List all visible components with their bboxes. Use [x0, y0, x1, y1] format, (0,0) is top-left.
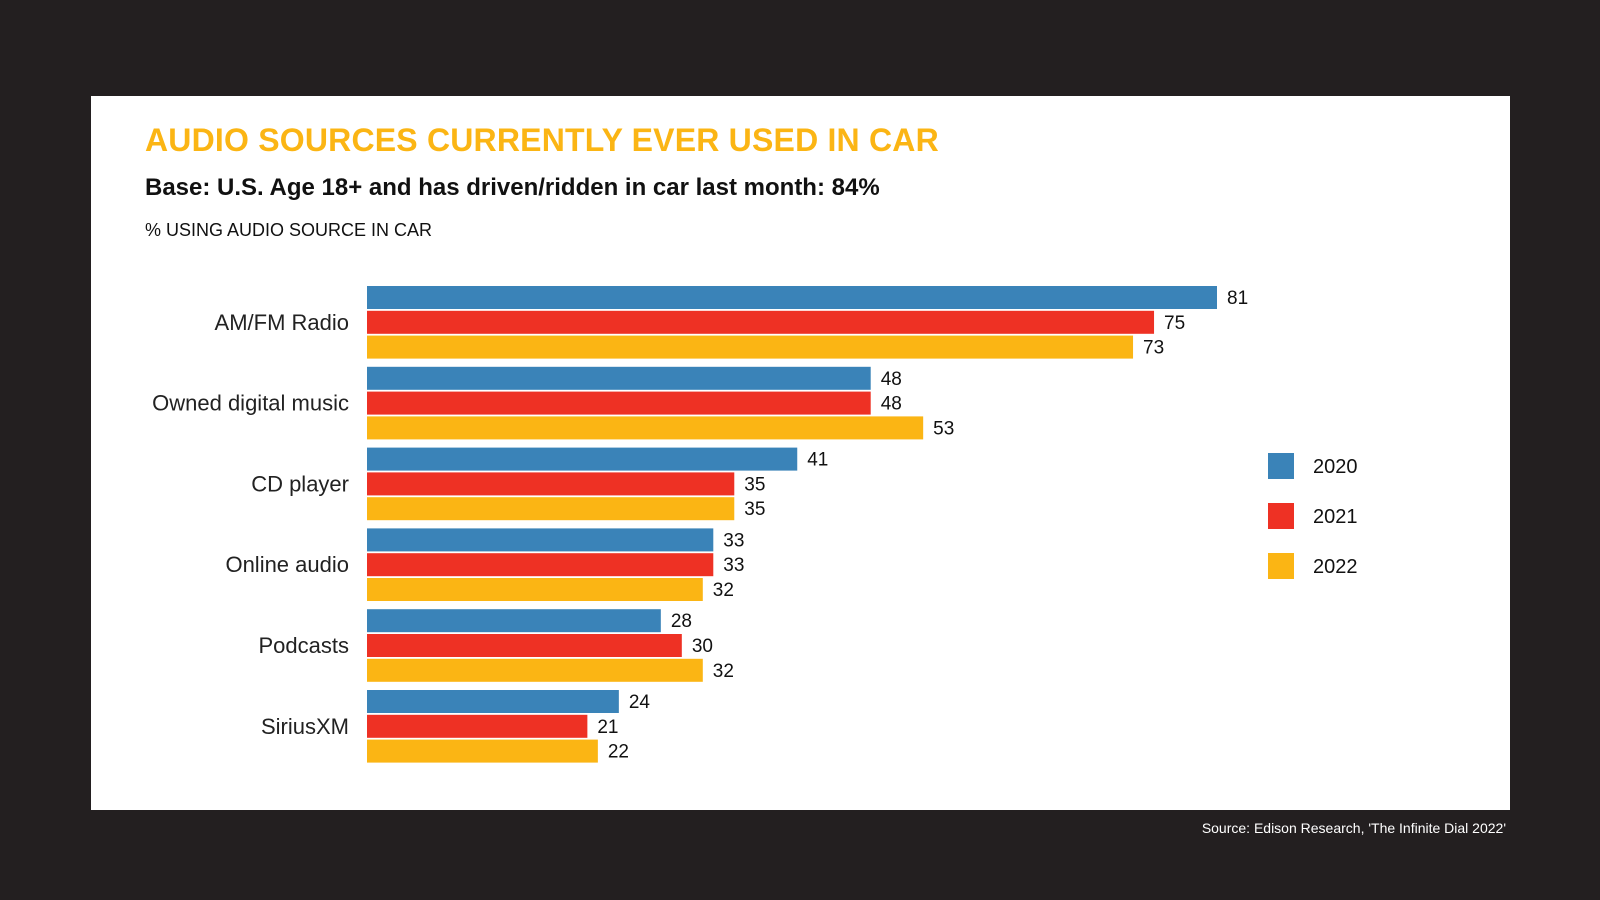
bar-am-fm-radio-2021 — [367, 310, 1155, 334]
category-label-am-fm-radio: AM/FM Radio — [215, 310, 349, 335]
value-label-owned-digital-music-2022: 53 — [933, 418, 954, 439]
bar-am-fm-radio-2022 — [367, 335, 1134, 359]
value-label-cd-player-2021: 35 — [744, 474, 765, 495]
legend-label-2020: 2020 — [1313, 456, 1358, 478]
bar-owned-digital-music-2022 — [367, 416, 924, 440]
bar-podcasts-2020 — [367, 609, 661, 633]
bar-cd-player-2022 — [367, 497, 735, 521]
bar-cd-player-2021 — [367, 472, 735, 496]
category-label-owned-digital-music: Owned digital music — [152, 391, 349, 416]
value-axis-caption: % USING AUDIO SOURCE IN CAR — [145, 220, 433, 240]
value-label-podcasts-2022: 32 — [713, 661, 734, 682]
value-label-podcasts-2020: 28 — [671, 611, 692, 632]
bar-online-audio-2021 — [367, 553, 714, 577]
value-label-owned-digital-music-2020: 48 — [881, 369, 902, 390]
legend-swatch-2021 — [1268, 503, 1294, 529]
value-label-podcasts-2021: 30 — [692, 636, 713, 657]
value-label-am-fm-radio-2020: 81 — [1227, 288, 1248, 309]
value-label-am-fm-radio-2021: 75 — [1164, 313, 1185, 334]
bar-online-audio-2022 — [367, 578, 703, 601]
category-label-siriusxm: SiriusXM — [261, 714, 349, 739]
legend-swatch-2022 — [1268, 553, 1294, 579]
chart-subtitle: Base: U.S. Age 18+ and has driven/ridden… — [145, 174, 880, 201]
bar-owned-digital-music-2020 — [367, 366, 871, 390]
category-label-podcasts: Podcasts — [259, 633, 350, 658]
value-label-siriusxm-2022: 22 — [608, 742, 629, 763]
bar-online-audio-2020 — [367, 528, 714, 552]
legend-swatch-2020 — [1268, 453, 1294, 479]
bar-owned-digital-music-2021 — [367, 391, 871, 415]
legend-label-2022: 2022 — [1313, 556, 1358, 578]
value-label-owned-digital-music-2021: 48 — [881, 394, 902, 415]
source-note: Source: Edison Research, 'The Infinite D… — [1201, 820, 1506, 836]
chart-title: AUDIO SOURCES CURRENTLY EVER USED IN CAR — [145, 122, 939, 158]
category-label-online-audio: Online audio — [225, 552, 349, 577]
bar-am-fm-radio-2020 — [367, 286, 1217, 309]
value-label-online-audio-2020: 33 — [723, 530, 744, 551]
value-label-online-audio-2021: 33 — [723, 555, 744, 576]
bar-siriusxm-2022 — [367, 739, 598, 763]
chart-card: AUDIO SOURCES CURRENTLY EVER USED IN CAR… — [91, 96, 1510, 810]
value-label-am-fm-radio-2022: 73 — [1143, 338, 1164, 359]
bar-siriusxm-2021 — [367, 714, 588, 738]
value-label-online-audio-2022: 32 — [713, 580, 734, 601]
value-label-siriusxm-2020: 24 — [629, 692, 651, 713]
value-label-cd-player-2022: 35 — [744, 499, 765, 520]
value-label-siriusxm-2021: 21 — [597, 717, 618, 738]
bar-siriusxm-2020 — [367, 690, 619, 713]
value-label-cd-player-2020: 41 — [807, 450, 828, 471]
category-label-cd-player: CD player — [251, 471, 349, 496]
bar-cd-player-2020 — [367, 447, 798, 471]
bar-podcasts-2022 — [367, 658, 703, 682]
legend-label-2021: 2021 — [1313, 506, 1358, 528]
bar-podcasts-2021 — [367, 634, 682, 657]
